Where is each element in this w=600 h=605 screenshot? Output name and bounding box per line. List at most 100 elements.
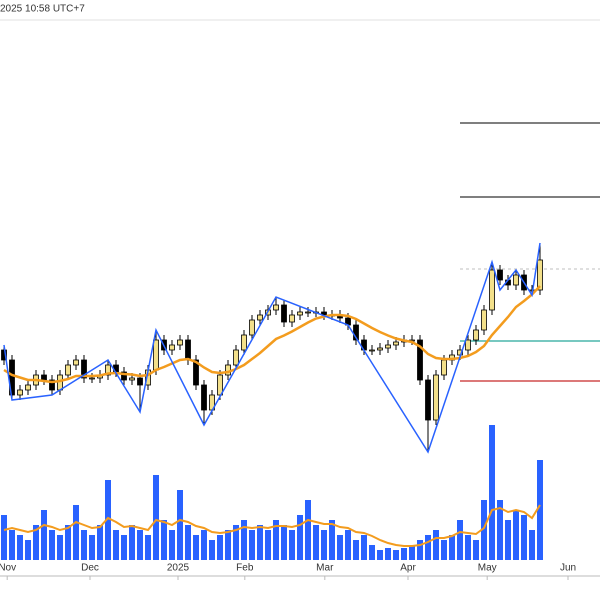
volume-bar (457, 520, 463, 560)
volume-bar (257, 525, 263, 560)
candle-body (193, 359, 199, 386)
zigzag (3, 242, 541, 454)
volume-bar (433, 530, 439, 560)
volume-bar (481, 500, 487, 560)
candle-body (121, 371, 127, 381)
candle-body (537, 259, 543, 291)
volume-bar (537, 460, 543, 560)
volume-bar (49, 530, 55, 560)
x-tick-label: Feb (236, 563, 254, 574)
volume-bar (241, 520, 247, 560)
candle-body (73, 359, 79, 366)
volume-bar (449, 535, 455, 560)
volume-bar (505, 520, 511, 560)
volume-bar (193, 535, 199, 560)
volume-bar (177, 490, 183, 560)
candle-body (233, 349, 239, 366)
volume-bar (273, 520, 279, 560)
volume-bar (401, 548, 407, 560)
volume-bar (65, 525, 71, 560)
candle-body (49, 379, 55, 391)
volume-bar (9, 530, 15, 560)
volume-bar (105, 480, 111, 560)
candle-body (241, 334, 247, 351)
candle-body (377, 347, 383, 351)
candle-body (57, 374, 63, 391)
candle-body (201, 384, 207, 411)
volume-bar (441, 540, 447, 560)
candle-body (473, 329, 479, 341)
volume-bar (377, 550, 383, 560)
volume-bar (521, 515, 527, 560)
candle-body (129, 377, 135, 381)
candle-body (25, 384, 31, 391)
volume-bar (321, 530, 327, 560)
candle-body (105, 364, 111, 376)
x-tick-label: Mar (316, 563, 334, 574)
candle-body (65, 364, 71, 376)
volume-bar (473, 540, 479, 560)
volume-bar (489, 425, 495, 560)
candle-body (441, 359, 447, 376)
candle-body (481, 309, 487, 331)
volume-bar (145, 535, 151, 560)
volume-bar (169, 530, 175, 560)
candle-body (217, 374, 223, 396)
volume-bar (497, 500, 503, 560)
volume-bar (329, 520, 335, 560)
volume-bar (353, 540, 359, 560)
candle-body (393, 341, 399, 346)
volume-bar (113, 530, 119, 560)
x-tick-label: Dec (81, 563, 99, 574)
x-tick-label: Apr (400, 563, 416, 574)
x-tick-label: 2025 (167, 563, 190, 574)
candle-body (81, 359, 87, 379)
candle-body (289, 314, 295, 323)
volume-bar (217, 535, 223, 560)
volume-bar (41, 510, 47, 560)
candle-body (385, 344, 391, 349)
candle-body (417, 339, 423, 381)
candle-body (273, 304, 279, 311)
volume-bar (409, 545, 415, 560)
x-tick-label: May (478, 563, 497, 574)
volume-bar (393, 550, 399, 560)
volume-bar (17, 535, 23, 560)
volume-bar (417, 540, 423, 560)
volume-bar (313, 525, 319, 560)
volume-bar (465, 535, 471, 560)
volume-bar (529, 530, 535, 560)
volume-bar (233, 525, 239, 560)
volume-bar (97, 525, 103, 560)
candle-body (297, 311, 303, 316)
volume-bar (385, 548, 391, 560)
volume-bar (73, 505, 79, 560)
volume-bar (57, 535, 63, 560)
volume-bar (185, 525, 191, 560)
price-ma (3, 285, 541, 384)
volume-bar (121, 535, 127, 560)
candle-body (305, 311, 311, 314)
volume-bar (225, 530, 231, 560)
candle-body (153, 339, 159, 371)
volume-bar (265, 530, 271, 560)
candle-body (185, 339, 191, 361)
candle-body (513, 274, 519, 286)
volume-bar (25, 540, 31, 560)
volume-bar (33, 525, 39, 560)
candle-body (89, 377, 95, 380)
volume-bar (201, 530, 207, 560)
volume-bar (161, 520, 167, 560)
candle-body (465, 339, 471, 351)
volume-bar (369, 545, 375, 560)
candle-body (41, 374, 47, 381)
candle-body (497, 269, 503, 281)
volume-bar (89, 535, 95, 560)
candle-body (177, 339, 183, 346)
volume-bar (513, 510, 519, 560)
volume-bar (281, 525, 287, 560)
candle-body (17, 389, 23, 396)
volume-bar (337, 535, 343, 560)
